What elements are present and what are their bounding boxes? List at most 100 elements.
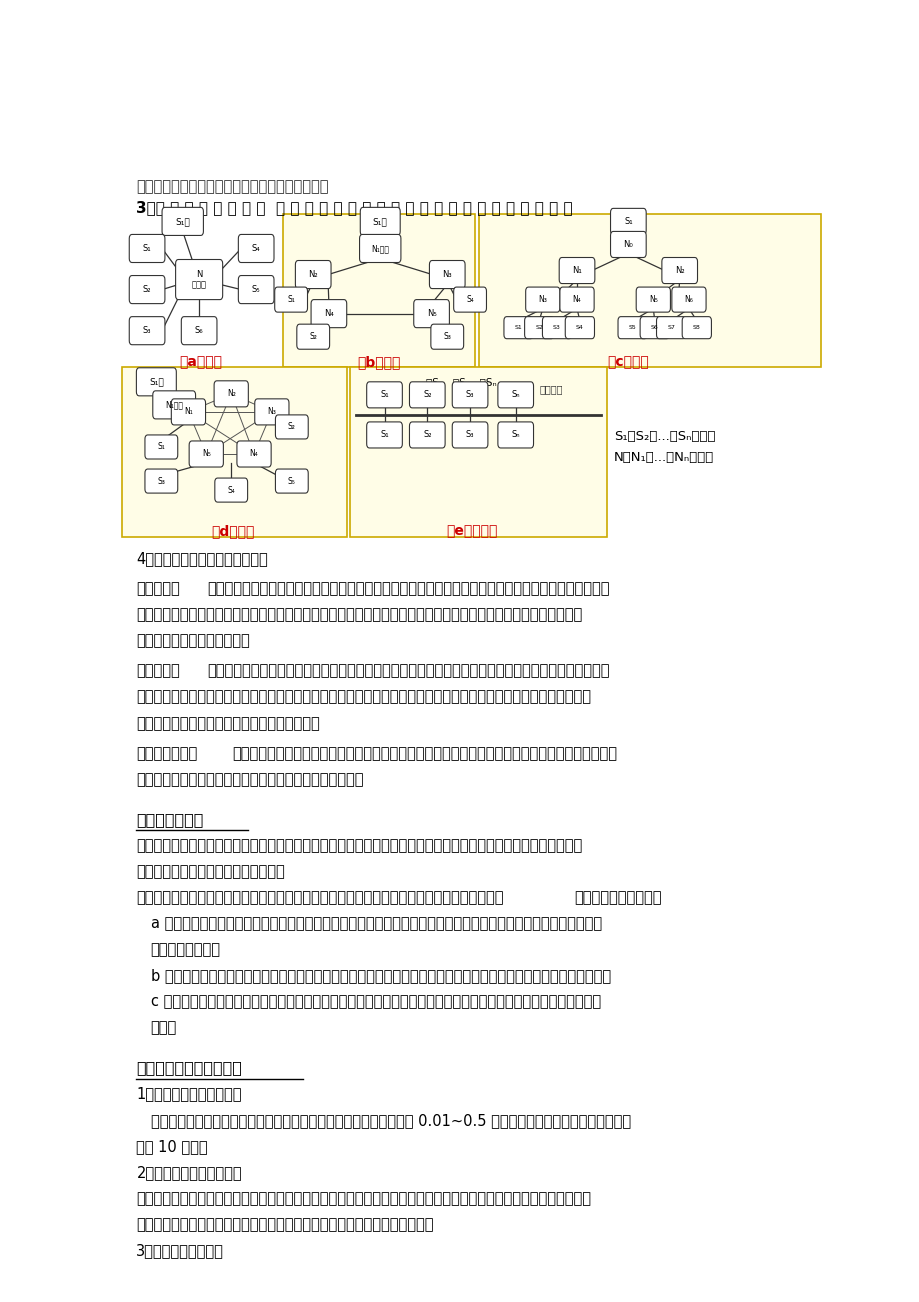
Text: S₂: S₂ [309,332,317,341]
Text: c 广域网络：这是一种利用光缆、电话线或无线信道实现站间连接的网络，网络覆盖的地理范围一般在几公里以上乃: c 广域网络：这是一种利用光缆、电话线或无线信道实现站间连接的网络，网络覆盖的地… [151,995,600,1009]
Text: 3，具有极高的可靠性: 3，具有极高的可靠性 [136,1243,224,1258]
Text: S₁: S₁ [287,296,295,305]
Text: N₄: N₄ [572,296,581,305]
Text: N₁结点: N₁结点 [371,243,389,253]
FancyBboxPatch shape [153,391,196,419]
FancyBboxPatch shape [497,381,533,408]
FancyBboxPatch shape [136,367,176,396]
FancyBboxPatch shape [682,316,710,339]
FancyBboxPatch shape [452,381,487,408]
Text: 是一类在同一时间内网络上只有一个节点发送信息而其它节点处于收听信息状态的网络控制方式。广播式: 是一类在同一时间内网络上只有一个节点发送信息而其它节点处于收听信息状态的网络控制… [208,664,609,678]
Text: 站S₁   站S₂   站Sₙ: 站S₁ 站S₂ 站Sₙ [425,376,496,387]
Text: 效率高，而且查询方式具有无冲突，软件设计比较简单的优点；但查询方式的信息交换都必须经过网络控制器，所以: 效率高，而且查询方式具有无冲突，软件设计比较简单的优点；但查询方式的信息交换都必… [136,607,582,622]
Text: S₃: S₃ [142,327,151,335]
FancyBboxPatch shape [640,316,669,339]
Text: 工业局域网采取了各种技术措施（如光电隔离技术、整形滤波技术、信号调制解调技术等），能克服如：电源、电磁、: 工业局域网采取了各种技术措施（如光电隔离技术、整形滤波技术、信号调制解调技术等）… [136,1191,591,1206]
FancyBboxPatch shape [542,316,571,339]
Text: N₀: N₀ [623,240,632,249]
FancyBboxPatch shape [409,422,445,448]
FancyBboxPatch shape [564,316,594,339]
FancyBboxPatch shape [661,258,697,284]
Text: 通讯控制技术不需要网络控制器，参加网络通讯的所有站点都处于平等地位。但各站点为抢占信道会产生冲突，。分为: 通讯控制技术不需要网络控制器，参加网络通讯的所有站点都处于平等地位。但各站点为抢… [136,690,591,704]
Text: N₃: N₃ [538,296,547,305]
Text: S₁站: S₁站 [372,217,387,227]
Text: S1: S1 [514,326,522,331]
FancyBboxPatch shape [275,469,308,493]
FancyBboxPatch shape [237,441,271,467]
Text: 2，具有恶劣环境的适应性: 2，具有恶劣环境的适应性 [136,1165,242,1180]
Text: 误码率：二进制码元在传输系统中被传错的概率。: 误码率：二进制码元在传输系统中被传错的概率。 [136,180,328,194]
FancyBboxPatch shape [145,435,177,460]
Text: S₁，S₂，...，Sₙ为站；
N，N₁，...，Nₙ为节点: S₁，S₂，...，Sₙ为站； N，N₁，...，Nₙ为节点 [614,430,715,464]
Text: （d）网形: （d）网形 [210,525,254,538]
FancyBboxPatch shape [560,286,594,312]
Text: S₁: S₁ [380,431,389,440]
Text: S6: S6 [650,326,658,331]
Text: S₁: S₁ [623,217,632,227]
Text: 构简单，信息的延时少。不足之处是硬件软件都比较复杂。: 构简单，信息的延时少。不足之处是硬件软件都比较复杂。 [136,772,364,786]
FancyBboxPatch shape [636,286,670,312]
Text: S₃: S₃ [443,332,450,341]
FancyBboxPatch shape [360,207,400,236]
Text: S7: S7 [666,326,675,331]
FancyBboxPatch shape [453,286,486,312]
Text: Sₙ: Sₙ [511,391,519,400]
FancyBboxPatch shape [129,276,165,303]
Text: 通信速度较慢，可靠性较差。: 通信速度较慢，可靠性较差。 [136,634,250,648]
Text: S3: S3 [552,326,561,331]
Text: 通信总线: 通信总线 [539,384,562,393]
Text: 通信网络，是将地理位置不同，并具有独立功能的多个计算机系统通过通信设备和线路连接起来，以功能完善的网络: 通信网络，是将地理位置不同，并具有独立功能的多个计算机系统通过通信设备和线路连接… [136,838,582,853]
FancyBboxPatch shape [430,324,463,349]
FancyBboxPatch shape [275,415,308,439]
FancyBboxPatch shape [171,398,205,424]
FancyBboxPatch shape [255,398,289,424]
Text: N₁: N₁ [184,408,193,417]
Text: S2: S2 [535,326,542,331]
Text: N₅: N₅ [201,449,210,458]
FancyBboxPatch shape [238,276,274,303]
Text: N₂: N₂ [227,389,235,398]
Text: b 局域网络：这是一种利用双绞线（或同轴电缆或光缆）实现站间连接的网络，站与站之间的距离在几公里范围之内。: b 局域网络：这是一种利用双绞线（或同轴电缆或光缆）实现站间连接的网络，站与站之… [151,969,610,983]
FancyBboxPatch shape [367,422,402,448]
Text: N₁结点: N₁结点 [165,401,183,409]
Text: 3、网 络 的 拓 扑 结 构 ：  指 网 络 中 各 站 （ 或 节 点 ） 之 间 相 互 连 接 的 方 式 。: 3、网 络 的 拓 扑 结 构 ： 指 网 络 中 各 站 （ 或 节 点 ） … [136,201,573,215]
Text: S₅: S₅ [288,477,295,486]
Text: 1，具有快速实时响应能力: 1，具有快速实时响应能力 [136,1087,242,1101]
FancyBboxPatch shape [359,234,401,263]
Text: （b）环形: （b）环形 [357,354,400,368]
FancyBboxPatch shape [671,286,705,312]
FancyBboxPatch shape [297,324,329,349]
Text: （e）总线形: （e）总线形 [446,525,496,538]
FancyBboxPatch shape [181,316,217,345]
Text: S₃: S₃ [465,431,474,440]
Text: 至全球: 至全球 [151,1021,176,1035]
Text: 广播方式：: 广播方式： [136,664,180,678]
Text: S₅: S₅ [252,285,260,294]
FancyBboxPatch shape [429,260,465,289]
FancyBboxPatch shape [524,316,553,339]
FancyBboxPatch shape [214,380,248,406]
Text: S₄: S₄ [466,296,473,305]
Text: 令牌传送方式、自由竞争方式、时间分槽方式。: 令牌传送方式、自由竞争方式、时间分槽方式。 [136,716,320,730]
Text: Sₙ: Sₙ [511,431,519,440]
Text: S8: S8 [692,326,700,331]
FancyBboxPatch shape [367,381,402,408]
Text: 软件实现数据传输及资源共享的系统。: 软件实现数据传输及资源共享的系统。 [136,865,285,879]
Text: 超过 10 毫秒。: 超过 10 毫秒。 [136,1139,208,1154]
Text: （a）星形: （a）星形 [179,354,221,368]
Text: 雷击、地电位差等各种干扰的影响。保证通信系统在恶劣的环境下正常工作。: 雷击、地电位差等各种干扰的影响。保证通信系统在恶劣的环境下正常工作。 [136,1217,434,1232]
Text: N₃: N₃ [267,408,276,417]
Text: 4、常用的控制方式大致可分为：: 4、常用的控制方式大致可分为： [136,551,267,566]
FancyBboxPatch shape [189,441,223,467]
Text: N₁: N₁ [572,266,581,275]
Text: 通信网络可分为三大类: 通信网络可分为三大类 [573,891,661,905]
FancyBboxPatch shape [610,232,645,258]
Text: S₂: S₂ [423,391,431,400]
FancyBboxPatch shape [311,299,346,328]
Text: N
主结点: N 主结点 [191,270,207,289]
FancyBboxPatch shape [129,234,165,263]
FancyBboxPatch shape [275,286,307,312]
Text: S5: S5 [628,326,636,331]
FancyBboxPatch shape [122,367,346,538]
Text: S₄: S₄ [252,243,260,253]
